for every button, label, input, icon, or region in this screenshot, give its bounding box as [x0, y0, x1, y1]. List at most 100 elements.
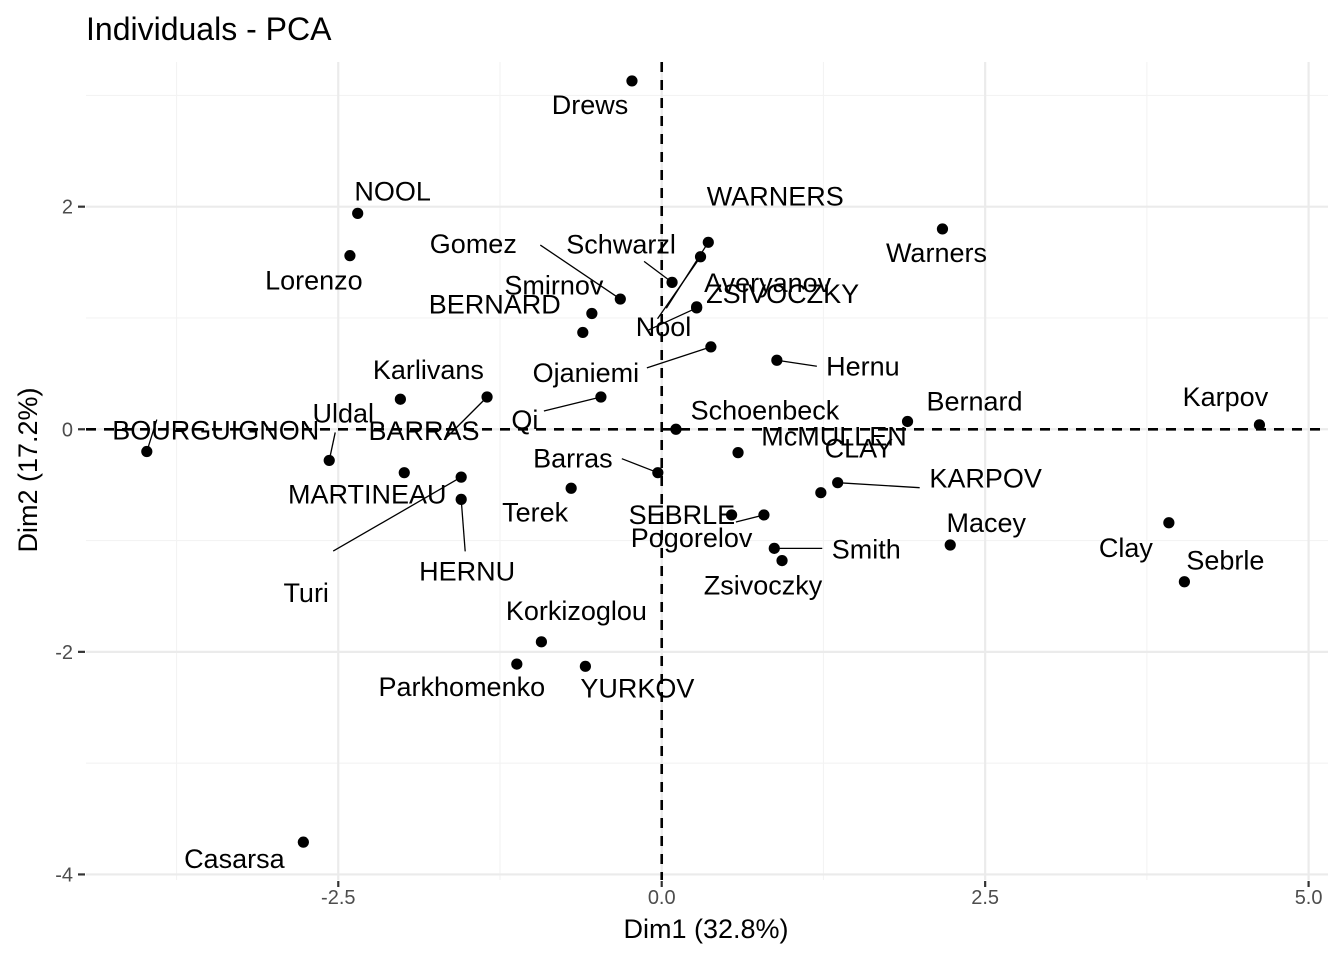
y-tick-label: 2	[62, 197, 73, 219]
data-point	[725, 509, 738, 521]
y-tick-label: -2	[55, 642, 73, 664]
point-label: NOOL	[354, 176, 431, 206]
leader-line	[539, 244, 621, 300]
point-label: McMULLEN	[761, 422, 907, 452]
point-labels: SEBRLE CLAY KARPOV BERNARD YURKOV WARNERS ZSIV…	[112, 90, 1268, 874]
data-point	[936, 223, 949, 235]
point-label: Smith	[832, 534, 901, 564]
data-point	[702, 236, 714, 248]
point-label: Schoenbeck	[691, 395, 840, 425]
point-label: Terek	[502, 497, 569, 527]
leader-line	[460, 499, 466, 552]
data-point	[565, 482, 577, 494]
data-point	[705, 341, 717, 353]
data-points	[141, 75, 1266, 848]
point-label: Sebrle	[1186, 546, 1264, 576]
leader-line	[444, 396, 488, 440]
data-point	[944, 539, 956, 551]
y-tick-label: 0	[62, 419, 73, 441]
point-label: Nool	[636, 312, 692, 342]
data-point	[511, 658, 523, 670]
point-label: MARTINEAU	[288, 480, 447, 510]
point-label: Warners	[886, 238, 987, 268]
data-point	[455, 493, 467, 505]
leader-line	[646, 346, 712, 369]
data-point	[352, 207, 364, 219]
point-label: Pogorelov	[631, 523, 753, 553]
point-label: Karlivans	[373, 355, 484, 385]
point-label: ZSIVOCZKY	[706, 279, 859, 309]
point-label: WARNERS	[707, 181, 844, 211]
data-point	[901, 415, 914, 428]
leader-line	[543, 396, 602, 412]
data-point	[394, 393, 406, 405]
data-point	[535, 636, 548, 648]
x-tick-label: 5.0	[1295, 887, 1323, 909]
data-point	[832, 477, 844, 489]
point-label: Averyanov	[704, 268, 832, 298]
leader-line	[656, 256, 702, 320]
point-label: BOURGUIGNON	[112, 416, 319, 446]
leader-line	[332, 476, 462, 552]
point-label: KARPOV	[929, 464, 1042, 494]
x-tick-label: 2.5	[971, 887, 999, 909]
point-label: Gomez	[430, 229, 517, 259]
data-point	[815, 487, 827, 499]
point-label: BARRAS	[369, 416, 480, 446]
data-point	[1163, 517, 1175, 529]
y-tick-label: -4	[55, 864, 73, 886]
x-axis-title: Dim1 (32.8%)	[623, 914, 788, 944]
leader-line	[648, 307, 697, 331]
leader-line	[837, 482, 920, 489]
point-label: SEBRLE	[629, 500, 736, 530]
point-label: Barras	[533, 444, 613, 474]
data-point	[586, 307, 598, 320]
label-leader-lines	[146, 241, 920, 552]
data-point	[776, 554, 788, 567]
point-label: Smirnov	[504, 271, 604, 301]
axes: -2.5 0.0 2.5 5.0 -4 -2 0 2	[55, 197, 1322, 909]
point-label: Casarsa	[184, 844, 286, 874]
data-point	[732, 447, 744, 459]
data-point	[614, 293, 626, 305]
data-point	[670, 423, 682, 435]
point-label: Hernu	[826, 351, 900, 381]
point-label: Bernard	[927, 386, 1023, 416]
point-label: Zsivoczky	[704, 571, 823, 601]
point-label: Lorenzo	[265, 266, 363, 296]
data-point	[626, 75, 638, 87]
data-point	[398, 467, 410, 479]
point-label: Schwarzl	[566, 229, 676, 259]
chart-title: Individuals - PCA	[86, 11, 332, 47]
data-point	[577, 326, 589, 339]
data-point	[141, 445, 153, 458]
data-point	[694, 251, 707, 263]
data-point	[691, 301, 703, 313]
leader-line	[621, 458, 659, 474]
point-label: Qi	[511, 405, 538, 435]
data-point	[768, 542, 780, 554]
data-point	[758, 509, 770, 521]
leader-line	[643, 260, 673, 283]
data-point	[297, 836, 309, 848]
y-axis-title: Dim2 (17.2%)	[13, 387, 43, 552]
data-point	[455, 471, 467, 483]
point-label: Drews	[552, 90, 629, 120]
data-point	[344, 250, 356, 262]
data-point	[1178, 576, 1190, 588]
point-label: Uldal	[312, 398, 374, 428]
point-label: YURKOV	[580, 673, 694, 703]
data-point	[771, 354, 783, 366]
x-tick-label: 0.0	[648, 887, 676, 909]
leader-line	[776, 359, 817, 367]
data-point	[323, 454, 335, 467]
point-label: CLAY	[825, 434, 894, 464]
data-point	[666, 276, 678, 288]
point-label: Macey	[946, 508, 1026, 538]
data-point	[481, 391, 493, 403]
point-label: Karpov	[1183, 382, 1269, 412]
point-label: Parkhomenko	[379, 672, 546, 702]
data-point	[595, 391, 607, 403]
point-label: Ojaniemi	[533, 358, 640, 388]
